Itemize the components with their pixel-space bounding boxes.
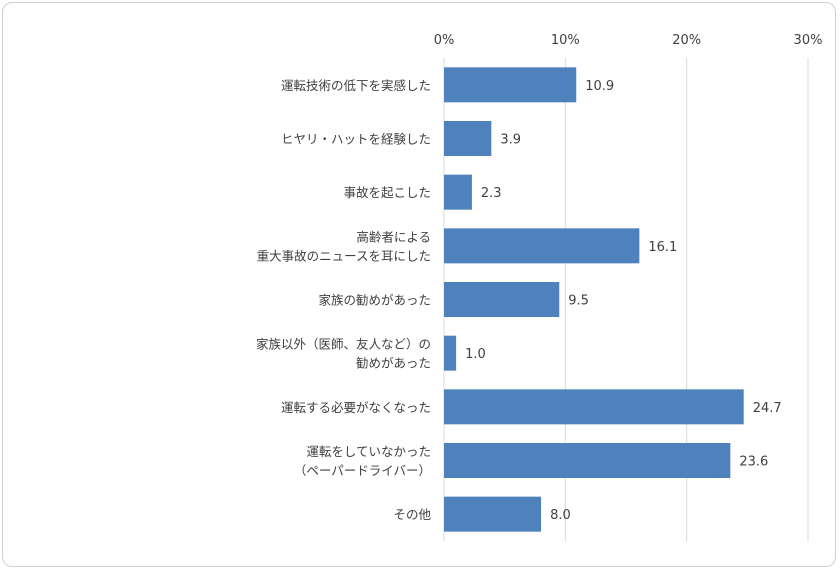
bar	[444, 228, 640, 264]
category-label: 勧めがあった	[356, 356, 431, 371]
x-tick-label: 0%	[434, 33, 455, 48]
x-axis-tick-labels: 0% 10% 20% 30%	[434, 33, 823, 48]
bar	[444, 389, 744, 425]
bar	[444, 443, 731, 478]
value-label: 1.0	[465, 347, 486, 362]
category-label: 運転する必要がなくなった	[281, 400, 431, 415]
value-label: 16.1	[648, 240, 677, 255]
value-label: 23.6	[739, 455, 768, 470]
category-label: 家族の勧めがあった	[318, 293, 431, 308]
category-label: 事故を起こした	[343, 185, 431, 200]
x-tick-label: 30%	[794, 33, 823, 48]
value-label: 3.9	[500, 133, 521, 148]
category-label: （ペーパードライバー）	[294, 463, 431, 478]
value-label: 9.5	[568, 294, 589, 309]
bar	[444, 335, 457, 371]
bars	[444, 67, 744, 532]
value-labels: 10.9 3.9 2.3 16.1 9.5 1.0 24.7 23.6 8.0	[465, 79, 782, 523]
category-label: ヒヤリ・ハットを経験した	[281, 132, 431, 147]
bar	[444, 121, 492, 156]
category-label: 運転技術の低下を実感した	[281, 78, 431, 93]
category-label: 高齢者による	[356, 229, 431, 244]
bar	[444, 282, 560, 317]
value-label: 2.3	[481, 186, 502, 201]
x-tick-label: 20%	[672, 33, 701, 48]
bar	[444, 67, 577, 103]
bar	[444, 174, 472, 210]
value-label: 24.7	[753, 401, 782, 416]
category-label: 運転をしていなかった	[306, 444, 431, 459]
category-label: 重大事故のニュースを耳にした	[257, 248, 431, 263]
category-labels: 運転技術の低下を実感したヒヤリ・ハットを経験した事故を起こした高齢者による重大事…	[256, 78, 432, 522]
bar	[444, 496, 542, 532]
x-tick-label: 10%	[551, 33, 580, 48]
category-label: 家族以外（医師、友人など）の	[256, 337, 431, 352]
value-label: 8.0	[550, 508, 571, 523]
value-label: 10.9	[585, 79, 614, 94]
category-label: その他	[393, 507, 431, 522]
